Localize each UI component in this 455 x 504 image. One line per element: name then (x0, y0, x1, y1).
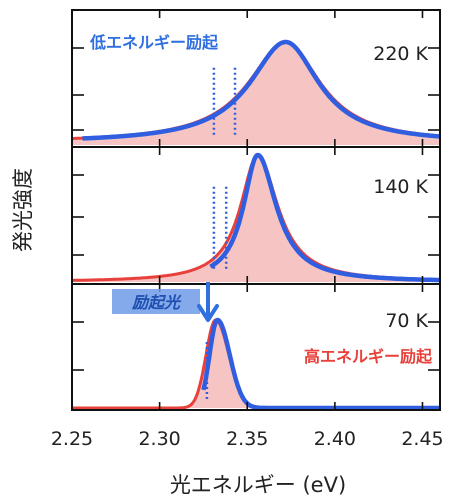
high-excitation-label: 高エネルギー励起 (304, 347, 433, 366)
panel-label-220k: 220 K (373, 43, 428, 65)
x-axis-title: 光エネルギー (eV) (170, 473, 346, 497)
excitation-arrow-icon (197, 282, 219, 322)
low-excitation-line (81, 39, 442, 141)
x-tick-label: 2.35 (226, 428, 268, 450)
panel-label-140k: 140 K (373, 176, 428, 198)
low-excitation-line (209, 152, 442, 283)
axis-ticks: 2.25 2.30 2.35 2.40 2.45 (51, 10, 444, 450)
y-axis-title: 発光強度 (11, 168, 35, 252)
panel-frame-70k (71, 283, 441, 411)
x-tick-label: 2.40 (314, 428, 356, 450)
x-tick-label: 2.25 (51, 428, 93, 450)
low-excitation-line (201, 317, 442, 411)
high-excitation-area (72, 155, 440, 282)
high-excitation-area (72, 42, 440, 145)
x-tick-label: 2.45 (401, 428, 443, 450)
excitation-light-label: 励起光 (131, 293, 182, 312)
x-tick-label: 2.30 (138, 428, 180, 450)
excitation-light-box (112, 289, 200, 314)
low-excitation-label: 低エネルギー励起 (89, 33, 219, 52)
panel-label-70k: 70 K (385, 310, 428, 332)
